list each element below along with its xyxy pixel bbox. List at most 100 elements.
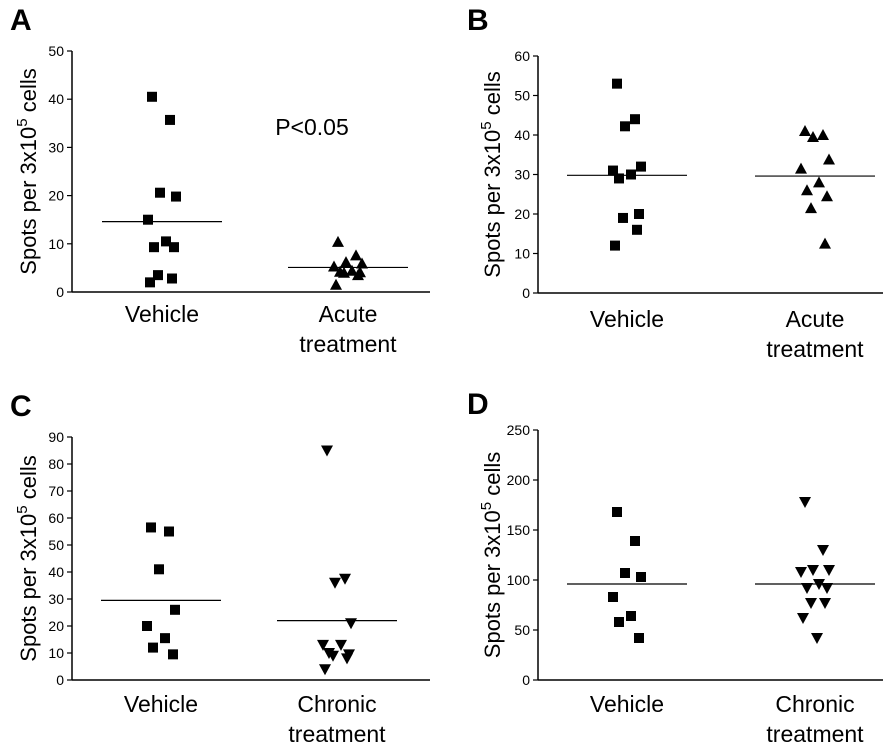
y-tick-label: 0 [56,284,64,300]
category-label: treatment [766,336,864,362]
data-point-triangle-down [813,579,825,590]
y-tick-label: 60 [48,510,64,526]
data-point-square [614,617,624,627]
data-point-square [612,507,622,517]
data-point-square [143,214,153,225]
y-tick-label: 10 [48,645,64,661]
category-label: Vehicle [590,306,664,332]
y-tick-label: 200 [507,472,531,488]
panel-letter: B [467,4,489,37]
category-label: Acute [786,306,845,332]
y-axis-label: Spots per 3x105 cells [14,68,41,274]
y-tick-label: 40 [48,564,64,580]
data-point-triangle-up [352,269,364,281]
data-point-square [608,592,618,602]
y-tick-label: 20 [48,618,64,634]
data-point-triangle-down [321,445,333,457]
data-point-triangle-down [799,497,811,508]
y-tick-label: 0 [522,672,530,688]
data-point-triangle-up [807,130,819,142]
data-point-triangle-down [811,633,823,644]
data-point-triangle-up [795,162,807,174]
data-point-triangle-down [795,567,807,578]
y-tick-label: 20 [514,206,530,222]
y-tick-label: 40 [48,91,64,107]
data-point-square [146,522,156,533]
category-label: Vehicle [124,691,198,717]
y-tick-label: 60 [514,48,530,64]
y-tick-label: 100 [507,572,531,588]
y-tick-label: 70 [48,483,64,499]
data-point-triangle-down [317,639,329,651]
data-point-square [145,277,155,288]
data-point-triangle-down [823,565,835,576]
data-point-square [610,240,620,251]
panel-c: C 0 10 20 30 40 50 60 70 80 90 Spots per 3x105 cell… [10,390,430,747]
data-point-triangle-up [801,184,813,196]
panel-b: B 0 10 20 30 40 50 60 Spots per 3x105 cells Vehic… [467,4,883,362]
data-point-square [147,91,157,102]
data-point-triangle-down [817,545,829,556]
data-point-square [154,564,164,575]
data-point-square [614,173,624,184]
y-tick-label: 150 [507,522,531,538]
y-tick-label: 80 [48,456,64,472]
panel-letter: A [10,4,32,37]
data-point-triangle-down [339,573,351,585]
data-point-square [148,642,158,653]
data-point-triangle-up [823,153,835,165]
y-tick-label: 50 [48,537,64,553]
annotation: P<0.05 [275,114,349,140]
data-point-square [153,270,163,281]
data-point-square [169,242,179,253]
data-point-triangle-up [805,202,817,214]
category-label: Vehicle [590,691,664,717]
data-point-triangle-down [327,650,339,662]
category-label: Vehicle [125,301,199,327]
category-label: treatment [288,721,386,747]
data-point-square [630,114,640,125]
panel-a: A 0 10 20 30 40 50 Spots per 3x105 cells Vehicle… [10,4,430,357]
panel-letter: D [467,388,489,421]
y-tick-label: 50 [514,622,530,638]
data-point-square [170,604,180,615]
data-point-square [608,165,618,176]
data-point-square [149,242,159,253]
data-point-square [164,526,174,537]
data-point-square [620,121,630,132]
data-point-triangle-down [335,639,347,651]
data-point-triangle-up [799,125,811,137]
y-tick-label: 30 [48,591,64,607]
y-axis-label: Spots per 3x105 cells [14,455,41,661]
data-point-triangle-up [817,129,829,140]
y-axis-label: Spots per 3x105 cells [478,452,505,658]
data-point-triangle-up [328,260,340,272]
data-point-triangle-up [338,266,350,278]
data-point-triangle-down [821,583,833,594]
data-point-square [626,611,636,621]
category-label: Chronic [297,691,376,717]
panel-letter: C [10,390,32,423]
y-tick-label: 90 [48,429,64,445]
data-point-square [632,224,642,235]
data-point-triangle-up [813,176,825,188]
data-point-square [626,169,636,180]
data-point-square [634,209,644,219]
y-tick-label: 0 [56,672,64,688]
y-tick-label: 10 [48,236,64,252]
data-point-triangle-down [801,583,813,594]
data-point-triangle-down [329,577,341,589]
y-tick-label: 20 [48,188,64,204]
data-point-square [167,273,177,284]
data-point-square [160,633,170,644]
data-point-square [155,187,165,198]
data-point-triangle-down [819,598,831,609]
data-point-square [620,568,630,578]
data-point-square [171,191,181,202]
y-tick-label: 50 [514,88,530,104]
category-label: Chronic [775,691,854,717]
data-point-square [630,536,640,546]
data-point-square [612,78,622,89]
data-point-triangle-down [807,565,819,576]
